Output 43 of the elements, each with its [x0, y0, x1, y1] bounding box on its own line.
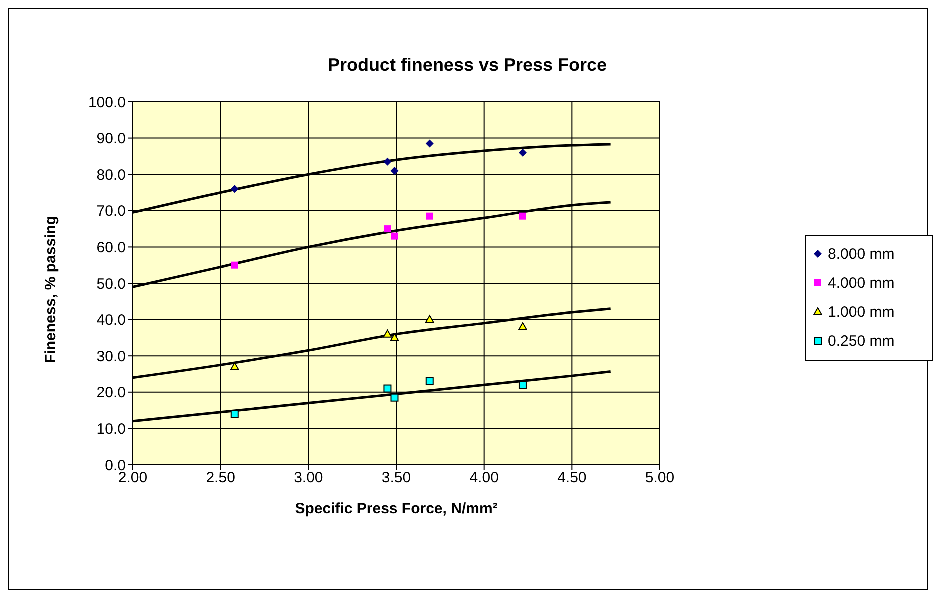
point	[383, 330, 392, 338]
legend-label: 1.000 mm	[828, 304, 895, 320]
x-axis-title: Specific Press Force, N/mm²	[295, 500, 498, 518]
point	[426, 212, 434, 220]
point	[390, 394, 399, 402]
point	[519, 212, 526, 220]
point	[518, 148, 527, 157]
y-tick-label: 40.0	[96, 312, 126, 330]
chart-title: Product fineness vs Press Force	[326, 55, 608, 76]
point	[390, 333, 400, 342]
point	[230, 185, 239, 194]
y-tick-label: 90.0	[96, 130, 126, 148]
y-axis-title: Fineness, % passing	[42, 216, 60, 364]
point	[426, 378, 434, 386]
point	[390, 166, 399, 175]
y-tick-label: 100.0	[88, 94, 126, 112]
x-tick-label: 3.00	[294, 470, 324, 487]
x-tick-label: 3.50	[382, 470, 412, 487]
legend-label: 4.000 mm	[828, 274, 895, 292]
point	[231, 262, 238, 269]
legend-label: 0.250 mm	[828, 332, 895, 350]
point	[425, 315, 434, 324]
y-tick-label: 60.0	[96, 240, 126, 257]
x-tick-label: 4.50	[558, 470, 587, 487]
y-tick-label: 10.0	[96, 421, 126, 438]
point	[518, 381, 527, 390]
y-tick-label: 20.0	[96, 384, 126, 402]
point	[384, 384, 392, 393]
y-tick-label: 30.0	[96, 348, 126, 366]
point	[230, 410, 239, 418]
x-tick-label: 2.50	[206, 470, 236, 487]
legend-label: 8.000 mm	[828, 246, 895, 262]
point	[426, 140, 434, 148]
x-tick-label: 5.00	[645, 470, 675, 487]
point	[384, 226, 392, 233]
y-tick-label: 50.0	[96, 276, 126, 293]
y-tick-label: 70.0	[96, 203, 126, 220]
y-tick-label: 80.0	[96, 166, 126, 184]
point	[391, 232, 398, 240]
x-tick-label: 4.00	[470, 470, 499, 487]
point	[518, 322, 528, 331]
point	[384, 158, 392, 166]
x-tick-label: 2.00	[118, 470, 148, 487]
